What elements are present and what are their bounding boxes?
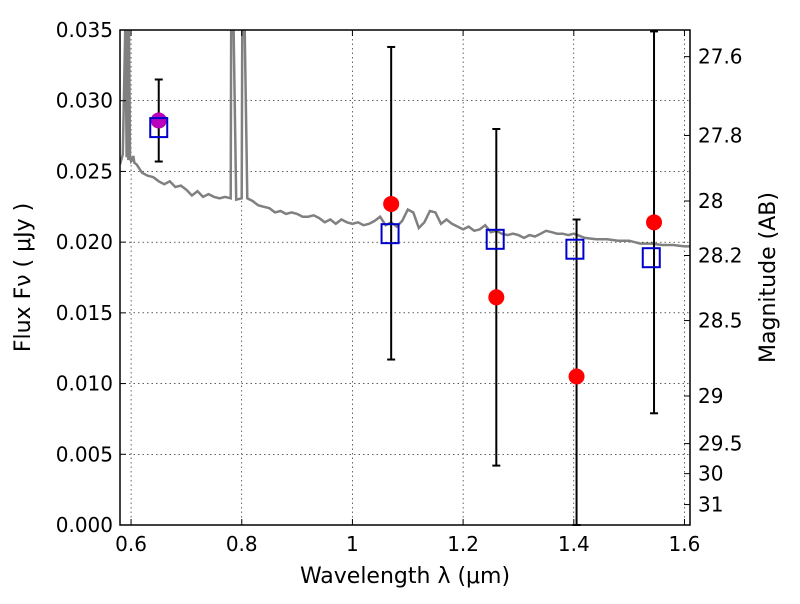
model-photometry-square [565, 238, 585, 260]
x-axis-label: Wavelength λ (μm) [300, 564, 510, 589]
right-tick-label: 29.5 [698, 432, 743, 456]
model-photometry-square [485, 228, 505, 250]
y-tick-label: 0.005 [56, 442, 113, 466]
right-tick-label: 27.8 [698, 123, 743, 147]
y-tick-label: 0.035 [56, 18, 113, 42]
right-tick-label: 30 [698, 462, 723, 486]
y-tick-label: 0.015 [56, 301, 113, 325]
model-spectrum-layer [120, 30, 690, 248]
right-tick-label: 31 [698, 493, 723, 517]
right-tick-label: 28.2 [698, 243, 743, 267]
right-tick-label: 28.5 [698, 309, 743, 333]
ticks-layer: 0.6 0.8 1 1.2 1.4 1.6 0.000 0.005 0.010 0.015 0.02… [56, 18, 743, 556]
x-tick-label: 0.8 [226, 532, 258, 556]
observed-point [568, 368, 585, 385]
y-tick-label: 0.010 [56, 372, 113, 396]
grid-layer [120, 29, 690, 526]
observed-points-layer [150, 112, 663, 385]
x-tick-label: 1.6 [669, 532, 701, 556]
model-photometry-square [149, 117, 169, 139]
observed-point [646, 214, 663, 231]
plot-frame [119, 29, 691, 526]
y-tick-label: 0.000 [56, 513, 113, 537]
model-photometry-layer [149, 117, 661, 269]
right-tick-label: 28 [698, 189, 723, 213]
observed-point [383, 195, 400, 212]
model-spectrum-line [120, 30, 690, 248]
model-photometry-square [380, 223, 400, 245]
x-tick-label: 1.2 [447, 532, 479, 556]
right-axis-label: Magnitude (AB) [756, 192, 781, 363]
x-tick-label: 1 [346, 532, 359, 556]
x-tick-label: 1.4 [558, 532, 590, 556]
y-tick-label: 0.030 [56, 89, 113, 113]
x-tick-label: 0.6 [115, 532, 147, 556]
right-tick-label: 29 [698, 384, 723, 408]
model-photometry-square [641, 247, 661, 269]
right-tick-label: 27.6 [698, 45, 743, 69]
y-tick-label: 0.020 [56, 230, 113, 254]
highlight-point [150, 112, 167, 129]
y-tick-label: 0.025 [56, 159, 113, 183]
y-axis-label: Flux Fν ( μJy ) [11, 203, 36, 352]
observed-point [488, 289, 505, 306]
